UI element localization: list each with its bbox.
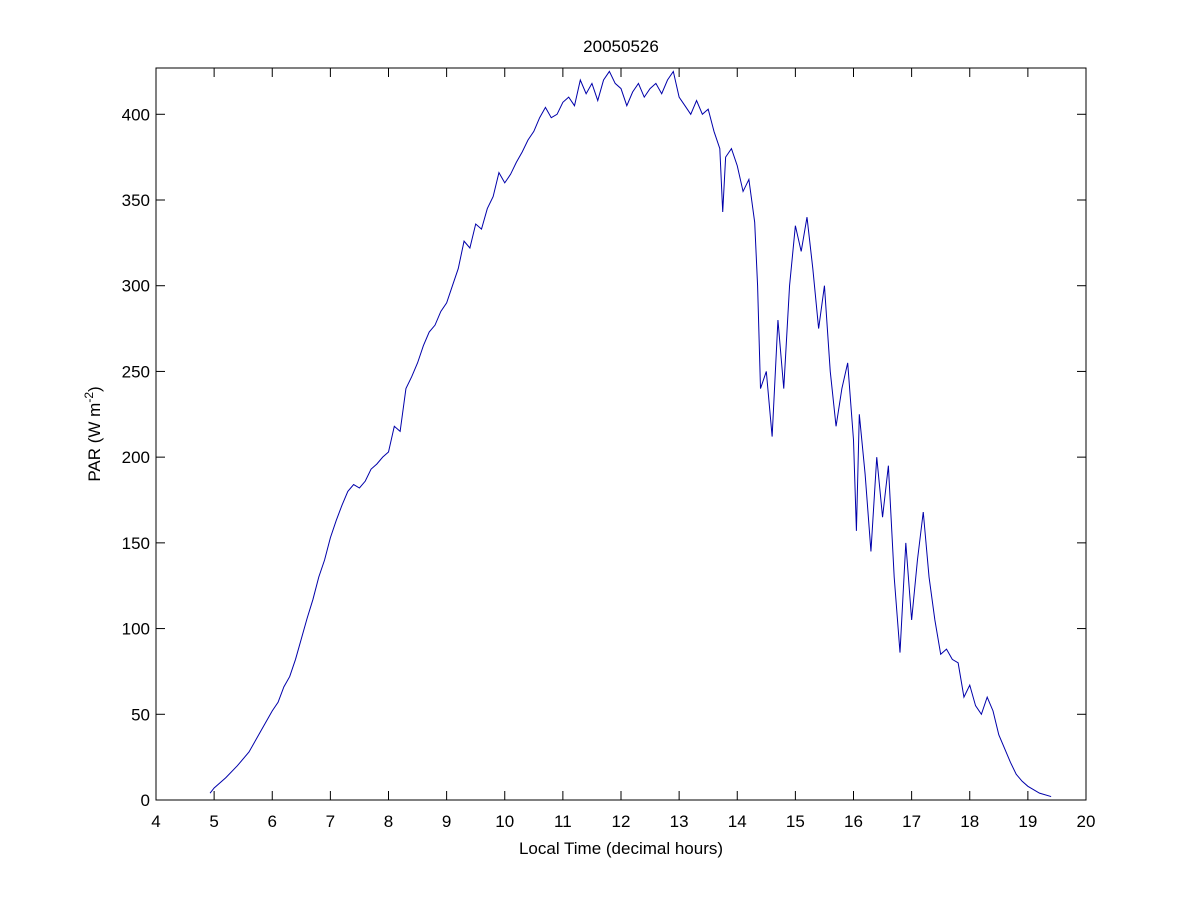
x-tick-label: 12 bbox=[612, 812, 631, 831]
y-tick-label: 0 bbox=[141, 791, 150, 810]
x-tick-label: 10 bbox=[495, 812, 514, 831]
y-tick-label: 100 bbox=[122, 620, 150, 639]
x-tick-label: 17 bbox=[902, 812, 921, 831]
x-tick-label: 15 bbox=[786, 812, 805, 831]
x-tick-label: 8 bbox=[384, 812, 393, 831]
x-tick-label: 9 bbox=[442, 812, 451, 831]
y-tick-label: 300 bbox=[122, 277, 150, 296]
y-tick-label: 350 bbox=[122, 191, 150, 210]
y-axis-label-sup: -2 bbox=[82, 392, 96, 403]
y-tick-label: 400 bbox=[122, 105, 150, 124]
x-tick-label: 6 bbox=[268, 812, 277, 831]
x-tick-label: 18 bbox=[960, 812, 979, 831]
plot-area bbox=[155, 67, 1087, 801]
y-tick-label: 150 bbox=[122, 534, 150, 553]
x-tick-label: 16 bbox=[844, 812, 863, 831]
data-line bbox=[209, 70, 1052, 798]
y-axis-label: PAR (W m-2) bbox=[82, 386, 104, 481]
chart-title: 20050526 bbox=[583, 37, 659, 56]
x-tick-label: 5 bbox=[209, 812, 218, 831]
y-axis-label-main: PAR (W m bbox=[85, 403, 104, 482]
x-tick-label: 13 bbox=[670, 812, 689, 831]
x-tick-label: 20 bbox=[1077, 812, 1096, 831]
x-tick-label: 7 bbox=[326, 812, 335, 831]
x-tick-label: 19 bbox=[1018, 812, 1037, 831]
x-tick-label: 14 bbox=[728, 812, 747, 831]
y-tick-label: 50 bbox=[131, 705, 150, 724]
y-tick-label: 200 bbox=[122, 448, 150, 467]
x-tick-label: 4 bbox=[151, 812, 160, 831]
x-tick-label: 11 bbox=[554, 812, 572, 831]
y-tick-label: 250 bbox=[122, 362, 150, 381]
x-axis-label: Local Time (decimal hours) bbox=[519, 839, 723, 858]
y-axis-label-end: ) bbox=[85, 386, 104, 392]
